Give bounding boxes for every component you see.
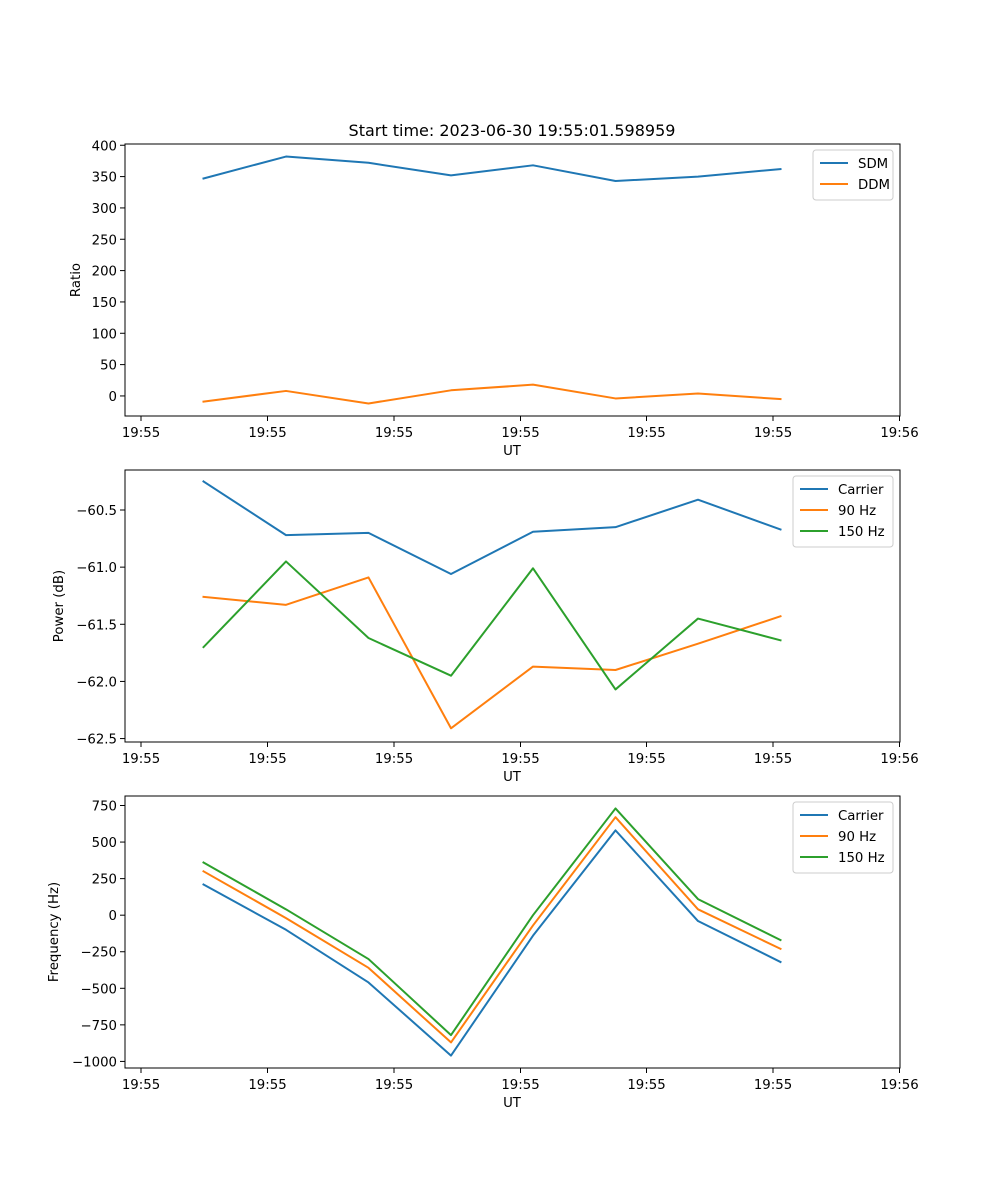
frequency-legend-label: 150 Hz <box>838 851 885 866</box>
frequency-y-tick-label: 750 <box>92 800 117 815</box>
ratio-x-tick-label: 19:55 <box>248 426 286 441</box>
power-x-tick-label: 19:55 <box>122 752 160 767</box>
frequency-axes-frame <box>124 795 901 1069</box>
ratio-y-tick-label: 400 <box>92 139 117 154</box>
ratio-axes-frame <box>124 143 901 417</box>
ratio-x-tick-label: 19:55 <box>627 426 665 441</box>
frequency-x-tick-label: 19:55 <box>122 1078 160 1093</box>
power-series-150-hz <box>202 560 782 691</box>
frequency-legend-label: 90 Hz <box>838 830 876 845</box>
power-x-tick-label: 19:56 <box>880 752 918 767</box>
figure-title: Start time: 2023-06-30 19:55:01.598959 <box>349 121 676 140</box>
frequency-series-90-hz <box>202 816 782 1044</box>
power-y-tick-label: −61.0 <box>76 561 117 576</box>
frequency-y-tick-label: 500 <box>92 836 117 851</box>
ratio-x-tick-label: 19:56 <box>880 426 918 441</box>
frequency-x-tick-label: 19:55 <box>754 1078 792 1093</box>
frequency-x-axis-label: UT <box>503 1096 522 1111</box>
ratio-x-tick-label: 19:55 <box>754 426 792 441</box>
ratio-series-sdm <box>202 155 782 182</box>
power-x-tick-label: 19:55 <box>627 752 665 767</box>
ratio-y-tick-label: 100 <box>92 327 117 342</box>
frequency-x-tick-label: 19:55 <box>248 1078 286 1093</box>
ratio-y-tick-label: 350 <box>92 171 117 186</box>
power-y-axis-label: Power (dB) <box>52 570 67 642</box>
ratio-y-axis-label: Ratio <box>69 263 84 297</box>
ratio-x-axis-label: UT <box>503 444 522 459</box>
power-x-tick-label: 19:55 <box>501 752 539 767</box>
frequency-x-tick-label: 19:56 <box>880 1078 918 1093</box>
power-axes-frame <box>124 469 901 743</box>
ratio-y-tick-label: 200 <box>92 265 117 280</box>
power-legend <box>792 475 894 548</box>
frequency-x-tick-label: 19:55 <box>627 1078 665 1093</box>
ratio-y-tick-label: 300 <box>92 202 117 217</box>
frequency-y-tick-label: −250 <box>80 946 117 961</box>
ratio-series-ddm <box>202 383 782 405</box>
power-x-tick-label: 19:55 <box>754 752 792 767</box>
ratio-y-tick-label: 0 <box>109 390 117 405</box>
ratio-legend-label: DDM <box>858 178 890 193</box>
frequency-series-150-hz <box>202 807 782 1037</box>
frequency-panel: 19:55 19:55 19:55 19:55 19:55 19:55 19:56 UT 750… <box>47 795 919 1111</box>
ratio-x-tick-label: 19:55 <box>501 426 539 441</box>
frequency-y-tick-label: 250 <box>92 873 117 888</box>
power-y-tick-label: −60.5 <box>76 504 117 519</box>
ratio-x-tick-label: 19:55 <box>122 426 160 441</box>
power-x-axis-label: UT <box>503 770 522 785</box>
ratio-y-tick-label: 250 <box>92 233 117 248</box>
ratio-x-tick-label: 19:55 <box>375 426 413 441</box>
power-x-tick-label: 19:55 <box>248 752 286 767</box>
frequency-legend-label: Carrier <box>838 809 884 824</box>
frequency-legend <box>792 801 894 874</box>
power-legend-label: Carrier <box>838 483 884 498</box>
power-y-tick-label: −61.5 <box>76 618 117 633</box>
frequency-y-tick-label: −750 <box>80 1019 117 1034</box>
frequency-y-tick-label: −500 <box>80 982 117 997</box>
ratio-panel: 19:55 19:55 19:55 19:55 19:55 19:55 19:56 UT 0 50… <box>69 139 919 459</box>
power-series-carrier <box>202 480 782 575</box>
ratio-legend-label: SDM <box>858 157 888 172</box>
frequency-series-carrier <box>202 829 782 1057</box>
power-series-90-hz <box>202 576 782 730</box>
ratio-y-tick-label: 150 <box>92 296 117 311</box>
power-legend-label: 90 Hz <box>838 504 876 519</box>
frequency-y-axis-label: Frequency (Hz) <box>47 882 62 982</box>
power-legend-label: 150 Hz <box>838 525 885 540</box>
frequency-y-tick-label: 0 <box>109 909 117 924</box>
frequency-y-tick-label: −1000 <box>72 1055 117 1070</box>
frequency-x-tick-label: 19:55 <box>375 1078 413 1093</box>
power-panel: 19:55 19:55 19:55 19:55 19:55 19:55 19:56 UT −60… <box>52 469 919 785</box>
power-x-tick-label: 19:55 <box>375 752 413 767</box>
ratio-y-tick-label: 50 <box>100 359 117 374</box>
frequency-x-tick-label: 19:55 <box>501 1078 539 1093</box>
power-y-tick-label: −62.0 <box>76 675 117 690</box>
power-y-tick-label: −62.5 <box>76 733 117 748</box>
